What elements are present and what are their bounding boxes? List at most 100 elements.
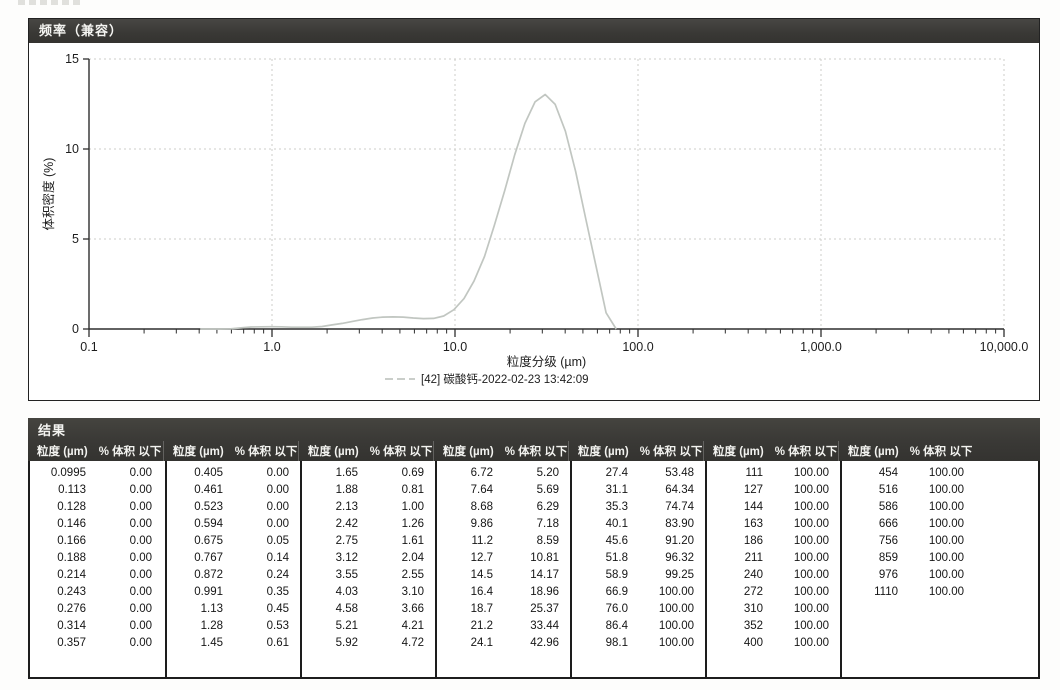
table-row: 586 100.00 — [842, 499, 1038, 516]
table-row: 45.6 91.20 — [572, 533, 705, 550]
percent-below-value: 0.00 — [129, 603, 152, 615]
percent-below-value: 100.00 — [793, 501, 829, 513]
percent-below-value: 96.32 — [665, 552, 694, 564]
size-value: 1.45 — [200, 637, 223, 649]
percent-below-value: 0.00 — [266, 484, 289, 496]
table-row: 0.675 0.05 — [167, 533, 300, 550]
table-row: 3.55 2.55 — [302, 567, 435, 584]
percent-below-value: 0.00 — [266, 501, 289, 513]
size-value: 0.166 — [57, 535, 86, 547]
table-row: 12.7 10.81 — [437, 550, 570, 567]
percent-below-value: 100.00 — [928, 484, 964, 496]
percent-below-value: 91.20 — [665, 535, 694, 547]
size-value: 12.7 — [470, 552, 493, 564]
table-row: 516 100.00 — [842, 482, 1038, 499]
percent-below-value: 0.00 — [129, 518, 152, 530]
table-row: 211 100.00 — [707, 550, 840, 567]
size-value: 1.65 — [335, 467, 358, 479]
svg-text:100.0: 100.0 — [622, 340, 653, 354]
percent-below-value: 2.04 — [401, 552, 424, 564]
percent-below-value: 100.00 — [793, 535, 829, 547]
percent-below-column-header: % 体积 以下 — [369, 446, 433, 458]
percent-below-column-header: % 体积 以下 — [639, 446, 703, 458]
percent-below-value: 10.81 — [530, 552, 559, 564]
table-row: 1.45 0.61 — [167, 635, 300, 652]
table-row: 4.03 3.10 — [302, 584, 435, 601]
size-value: 18.7 — [470, 603, 493, 615]
table-row: 16.4 18.96 — [437, 584, 570, 601]
size-value: 2.75 — [335, 535, 358, 547]
percent-below-value: 14.17 — [530, 569, 559, 581]
percent-below-value: 0.00 — [129, 620, 152, 632]
table-row: 2.42 1.26 — [302, 516, 435, 533]
size-value: 186 — [743, 535, 763, 547]
size-value: 6.72 — [470, 467, 493, 479]
size-value: 859 — [878, 552, 898, 564]
percent-below-value: 74.74 — [665, 501, 694, 513]
percent-below-value: 100.00 — [928, 518, 964, 530]
size-value: 163 — [743, 518, 763, 530]
column-group-header: 粒度 (µm) % 体积 以下 — [703, 441, 838, 461]
percent-below-value: 0.00 — [266, 467, 289, 479]
table-row: 9.86 7.18 — [437, 516, 570, 533]
size-value: 0.461 — [194, 484, 223, 496]
table-row: 1.65 0.69 — [302, 465, 435, 482]
percent-below-column-header: % 体积 以下 — [909, 446, 973, 458]
table-row: 0.128 0.00 — [30, 499, 165, 516]
table-row: 0.357 0.00 — [30, 635, 165, 652]
table-row: 1.28 0.53 — [167, 618, 300, 635]
percent-below-value: 1.26 — [401, 518, 424, 530]
table-row: 40.1 83.90 — [572, 516, 705, 533]
percent-below-value: 100.00 — [793, 569, 829, 581]
percent-below-value: 100.00 — [793, 637, 829, 649]
table-row: 1.13 0.45 — [167, 601, 300, 618]
percent-below-value: 0.00 — [129, 569, 152, 581]
table-row: 272 100.00 — [707, 584, 840, 601]
table-row: 0.146 0.00 — [30, 516, 165, 533]
size-value: 1.13 — [200, 603, 223, 615]
table-column-group: 0.405 0.00 0.461 0.00 0.523 0.00 0.594 0.00 0.67… — [165, 461, 300, 677]
percent-below-value: 100.00 — [793, 620, 829, 632]
table-row: 76.0 100.00 — [572, 601, 705, 618]
table-row: 1.88 0.81 — [302, 482, 435, 499]
size-value: 0.523 — [194, 501, 223, 513]
table-row: 310 100.00 — [707, 601, 840, 618]
percent-below-value: 100.00 — [658, 603, 694, 615]
size-value: 756 — [878, 535, 898, 547]
percent-below-value: 33.44 — [530, 620, 559, 632]
size-value: 2.42 — [335, 518, 358, 530]
percent-below-value: 100.00 — [928, 535, 964, 547]
size-column-header: 粒度 (µm) — [308, 446, 359, 458]
table-row: 976 100.00 — [842, 567, 1038, 584]
table-row: 0.0995 0.00 — [30, 465, 165, 482]
percent-below-value: 100.00 — [793, 552, 829, 564]
size-column-header: 粒度 (µm) — [37, 446, 88, 458]
percent-below-column-header: % 体积 以下 — [774, 446, 838, 458]
percent-below-value: 100.00 — [793, 603, 829, 615]
results-panel: 结果 粒度 (µm)% 体积 以下 粒度 (µm)% 体积 以下 粒度 (µm)% … — [28, 418, 1040, 679]
percent-below-value: 100.00 — [928, 467, 964, 479]
table-column-group: 27.4 53.48 31.1 64.34 35.3 74.74 40.1 83.90 45.6… — [570, 461, 705, 677]
table-row: 5.21 4.21 — [302, 618, 435, 635]
table-row: 0.594 0.00 — [167, 516, 300, 533]
svg-text:粒度分级 (µm): 粒度分级 (µm) — [507, 354, 586, 369]
percent-below-value: 100.00 — [793, 484, 829, 496]
size-value: 144 — [743, 501, 763, 513]
column-group-header: 粒度 (µm) % 体积 以下 — [433, 441, 568, 461]
size-value: 14.5 — [470, 569, 493, 581]
percent-below-value: 0.69 — [401, 467, 424, 479]
table-row: 24.1 42.96 — [437, 635, 570, 652]
svg-text:5: 5 — [72, 232, 79, 246]
percent-below-value: 0.00 — [129, 467, 152, 479]
scan-artifact — [18, 0, 84, 5]
size-value: 586 — [878, 501, 898, 513]
table-row: 0.113 0.00 — [30, 482, 165, 499]
table-row: 0.991 0.35 — [167, 584, 300, 601]
table-row: 86.4 100.00 — [572, 618, 705, 635]
size-value: 0.872 — [194, 569, 223, 581]
percent-below-value: 100.00 — [928, 586, 964, 598]
table-row: 2.75 1.61 — [302, 533, 435, 550]
size-value: 1.88 — [335, 484, 358, 496]
table-row: 98.1 100.00 — [572, 635, 705, 652]
table-row: 186 100.00 — [707, 533, 840, 550]
